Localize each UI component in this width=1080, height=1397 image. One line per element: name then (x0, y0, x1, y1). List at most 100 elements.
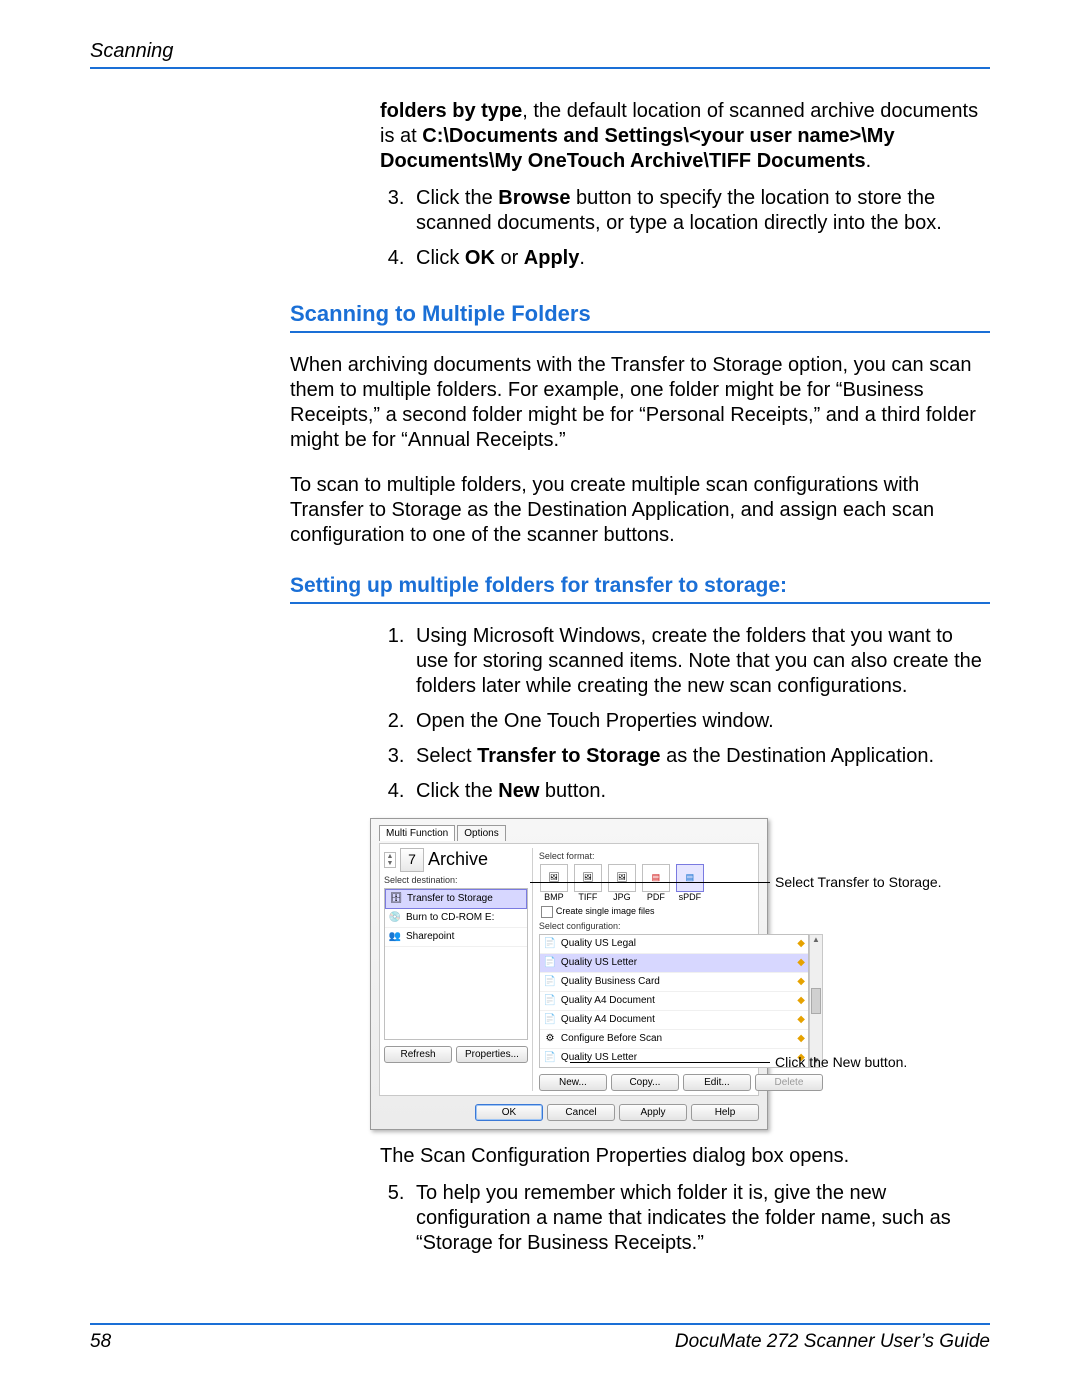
page-icon: 📄 (543, 1051, 557, 1065)
refresh-button[interactable]: Refresh (384, 1046, 452, 1063)
cfg-item[interactable]: 📄Quality US Letter◆ (540, 1049, 808, 1068)
dest-label: Select destination: (384, 876, 528, 886)
lock-icon: ◆ (797, 995, 805, 1006)
delete-button[interactable]: Delete (755, 1074, 823, 1091)
fmt-label: PDF (647, 892, 665, 902)
period: . (866, 150, 872, 172)
callout-line-2 (570, 1062, 770, 1063)
help-button[interactable]: Help (691, 1104, 759, 1121)
spinner-icon[interactable]: ▲▼ (384, 852, 396, 868)
dialog-body: ▲▼ 7 Archive Select destination: 🗄 Trans… (379, 843, 759, 1096)
config-list[interactable]: 📄Quality US Legal◆ 📄Quality US Letter◆ 📄… (539, 934, 809, 1068)
cancel-button[interactable]: Cancel (547, 1104, 615, 1121)
continued-paragraph: folders by type, the default location of… (380, 99, 990, 271)
callout-1: Select Transfer to Storage. (775, 874, 942, 890)
page-icon: 📄 (543, 937, 557, 951)
paragraph-2: To scan to multiple folders, you create … (290, 473, 990, 548)
dest-label-text: Sharepoint (406, 931, 454, 942)
list-item: Click the New button. (410, 779, 990, 804)
single-image-checkbox-row[interactable]: Create single image files (541, 906, 823, 918)
scroll-up-icon[interactable]: ▲ (812, 936, 820, 945)
callout-line-1 (530, 882, 770, 883)
guide-title: DocuMate 272 Scanner User’s Guide (675, 1331, 990, 1353)
text: Click (416, 247, 465, 269)
apply-button[interactable]: Apply (619, 1104, 687, 1121)
lock-icon: ◆ (797, 1033, 805, 1044)
lock-icon: ◆ (797, 957, 805, 968)
cfg-item[interactable]: 📄 Quality Business Card ◆ (540, 973, 808, 992)
checkbox-icon[interactable] (541, 906, 553, 918)
list-item: Open the One Touch Properties window. (410, 709, 990, 734)
fmt-bmp[interactable]: 🖼BMP (539, 864, 569, 903)
archive-title-row: ▲▼ 7 Archive (384, 848, 528, 872)
page-footer: 58 DocuMate 272 Scanner User’s Guide (90, 1323, 990, 1353)
tab-multi-function[interactable]: Multi Function (379, 825, 455, 841)
ok-button[interactable]: OK (475, 1104, 543, 1121)
dest-button-row: Refresh Properties... (384, 1046, 528, 1063)
tab-options[interactable]: Options (457, 825, 505, 841)
left-column: ▲▼ 7 Archive Select destination: 🗄 Trans… (384, 848, 533, 1091)
archive-number-icon: 7 (400, 848, 424, 872)
after-figure-text: The Scan Configuration Properties dialog… (380, 1144, 990, 1256)
config-scrollbar[interactable]: ▲ ▼ (809, 934, 823, 1068)
edit-button[interactable]: Edit... (683, 1074, 751, 1091)
fmt-jpg[interactable]: 🖼JPG (607, 864, 637, 903)
scroll-thumb[interactable] (811, 988, 821, 1014)
list-item: Click OK or Apply. (410, 246, 990, 271)
dialog-tabs: Multi Function Options (379, 825, 759, 841)
dest-sharepoint[interactable]: 👥 Sharepoint (385, 928, 527, 947)
page-icon: 📄 (543, 975, 557, 989)
new-button[interactable]: New... (539, 1074, 607, 1091)
dest-label-text: Transfer to Storage (407, 893, 493, 904)
dialog-bottom-buttons: OK Cancel Apply Help (379, 1104, 759, 1121)
callout-2: Click the New button. (775, 1054, 907, 1070)
cd-icon: 💿 (388, 911, 402, 925)
lock-icon: ◆ (797, 1014, 805, 1025)
text: or (495, 247, 524, 269)
cfg-item[interactable]: 📄Quality US Letter◆ (540, 954, 808, 973)
dest-label-text: Burn to CD-ROM E: (406, 912, 494, 923)
cfg-item[interactable]: ⚙Configure Before Scan◆ (540, 1030, 808, 1049)
list-item: Select Transfer to Storage as the Destin… (410, 744, 990, 769)
running-header: Scanning (90, 40, 990, 69)
cfg-label: Configure Before Scan (561, 1033, 793, 1044)
text: Click the (416, 187, 498, 209)
destination-list[interactable]: 🗄 Transfer to Storage 💿 Burn to CD-ROM E… (384, 888, 528, 1040)
fmt-label: TIFF (578, 892, 597, 902)
bold: OK (465, 247, 495, 269)
fmt-label: sPDF (679, 892, 702, 902)
after-figure-para: The Scan Configuration Properties dialog… (380, 1144, 990, 1169)
list-item: Using Microsoft Windows, create the fold… (410, 624, 990, 699)
text: . (579, 247, 585, 269)
cfg-label: Quality US Letter (561, 957, 793, 968)
fmt-spdf[interactable]: ▤sPDF (675, 864, 705, 903)
cfg-item[interactable]: 📄Quality A4 Document◆ (540, 992, 808, 1011)
bold: Transfer to Storage (477, 745, 660, 767)
properties-button[interactable]: Properties... (456, 1046, 528, 1063)
lock-icon: ◆ (797, 938, 805, 949)
cfg-label: Quality Business Card (561, 976, 793, 987)
text: as the Destination Application. (661, 745, 935, 767)
fmt-tiff[interactable]: 🖼TIFF (573, 864, 603, 903)
dest-burn-cd[interactable]: 💿 Burn to CD-ROM E: (385, 909, 527, 928)
archive-label: Archive (428, 850, 488, 870)
cfg-label: Quality US Legal (561, 938, 793, 949)
sharepoint-icon: 👥 (388, 930, 402, 944)
cfg-item[interactable]: 📄 Quality US Legal ◆ (540, 935, 808, 954)
copy-button[interactable]: Copy... (611, 1074, 679, 1091)
lock-icon: ◆ (797, 976, 805, 987)
page-number: 58 (90, 1331, 111, 1353)
text: Select (416, 745, 477, 767)
fmt-pdf[interactable]: ▤PDF (641, 864, 671, 903)
bold-lead: folders by type (380, 100, 522, 122)
bold: Apply (524, 247, 580, 269)
cfg-item[interactable]: 📄Quality A4 Document◆ (540, 1011, 808, 1030)
steps-list-continued: To help you remember which folder it is,… (380, 1181, 990, 1256)
paragraph-1: When archiving documents with the Transf… (290, 353, 990, 453)
config-wrap: 📄Quality US Legal◆ 📄Quality US Letter◆ 📄… (539, 934, 823, 1068)
dest-transfer-to-storage[interactable]: 🗄 Transfer to Storage (385, 889, 527, 909)
list-item: To help you remember which folder it is,… (410, 1181, 990, 1256)
storage-icon: 🗄 (389, 892, 403, 906)
text: button. (539, 780, 606, 802)
checkbox-label: Create single image files (556, 907, 655, 917)
